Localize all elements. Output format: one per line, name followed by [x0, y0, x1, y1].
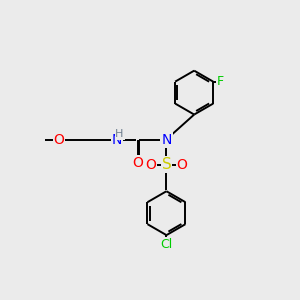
Text: O: O [145, 158, 156, 172]
Text: O: O [177, 158, 188, 172]
Text: H: H [116, 129, 124, 139]
Text: F: F [217, 75, 224, 88]
Text: O: O [54, 134, 64, 147]
Text: N: N [112, 134, 122, 147]
Text: Cl: Cl [160, 238, 172, 251]
Text: O: O [132, 156, 143, 170]
Text: N: N [161, 134, 172, 147]
Text: S: S [162, 157, 171, 172]
